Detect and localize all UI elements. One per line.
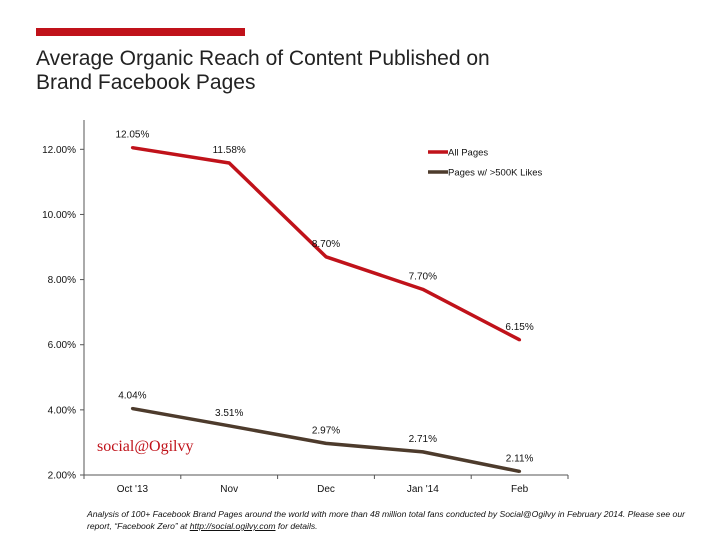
data-point — [130, 146, 134, 150]
data-label: 11.58% — [213, 145, 246, 156]
chart-axes: 2.00% 4.00% 6.00% 8.00% 10.00% 12.00% Oct '13 N… — [42, 120, 569, 495]
chart-series: 12.05% 11.58% 8.70% 7.70% 6.15% 4.04% 3.51% 2.9… — [115, 130, 534, 474]
data-label: 8.70% — [312, 239, 340, 250]
footnote-text-end: for details. — [275, 521, 318, 531]
title-line-1: Average Organic Reach of Content Publish… — [36, 47, 490, 70]
x-tick-label: Nov — [220, 484, 238, 495]
data-point — [421, 450, 425, 454]
chart-legend: All Pages Pages w/ >500K Likes — [428, 148, 543, 179]
data-label: 2.11% — [506, 453, 534, 464]
data-label: 4.04% — [118, 391, 146, 402]
data-point — [227, 161, 231, 165]
y-tick-label: 2.00% — [48, 471, 76, 482]
title-line-2: Brand Facebook Pages — [36, 71, 256, 94]
data-point — [421, 287, 425, 291]
y-tick-label: 6.00% — [48, 340, 76, 351]
x-tick-label: Jan '14 — [407, 484, 439, 495]
slide-title: Average Organic Reach of Content Publish… — [36, 47, 676, 95]
footnote-text: Analysis of 100+ Facebook Brand Pages ar… — [87, 509, 685, 531]
y-tick-label: 12.00% — [42, 145, 76, 156]
y-tick-label: 8.00% — [48, 275, 76, 286]
title-accent-bar — [36, 28, 245, 36]
data-point — [518, 338, 522, 342]
data-label: 3.51% — [215, 408, 243, 419]
data-label: 12.05% — [115, 130, 149, 141]
footnote-link[interactable]: http://social.ogilvy.com — [189, 521, 276, 531]
data-label: 2.97% — [312, 425, 340, 436]
x-tick-label: Oct '13 — [117, 484, 149, 495]
legend-label: All Pages — [448, 148, 488, 159]
data-point — [324, 255, 328, 259]
data-point — [227, 424, 231, 428]
y-tick-label: 4.00% — [48, 405, 76, 416]
social-ogilvy-logo: social@Ogilvy — [97, 438, 194, 455]
data-point — [518, 469, 522, 473]
data-label: 2.71% — [409, 434, 437, 445]
data-label: 6.15% — [505, 322, 533, 333]
data-point — [130, 407, 134, 411]
x-tick-label: Feb — [511, 484, 529, 495]
legend-label: Pages w/ >500K Likes — [448, 168, 543, 179]
y-tick-label: 10.00% — [42, 210, 76, 221]
footnote: Analysis of 100+ Facebook Brand Pages ar… — [87, 508, 687, 532]
data-point — [324, 441, 328, 445]
x-tick-label: Dec — [317, 484, 335, 495]
data-label: 7.70% — [409, 271, 437, 282]
